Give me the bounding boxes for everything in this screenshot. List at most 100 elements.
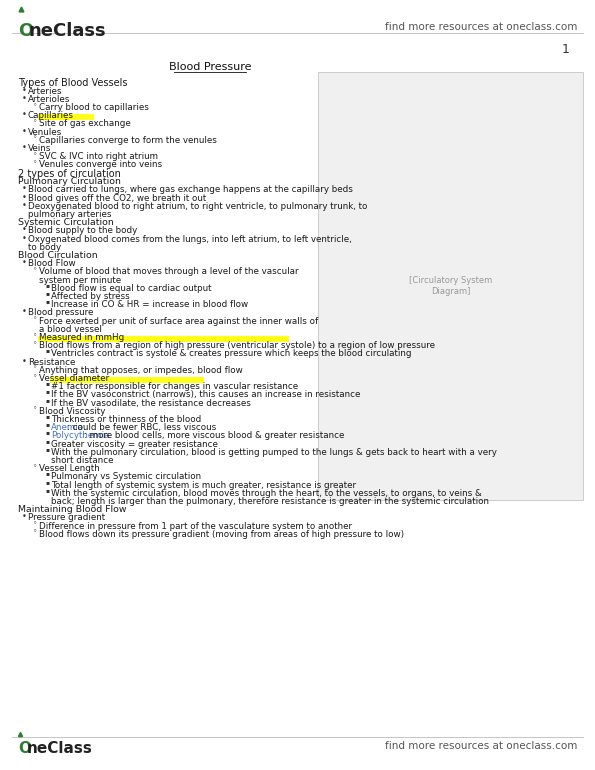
Text: ◦: ◦ <box>33 464 37 469</box>
Text: Venules: Venules <box>28 128 62 136</box>
Text: Total length of systemic system is much greater, resistance is greater: Total length of systemic system is much … <box>51 480 356 490</box>
Text: Resistance: Resistance <box>28 357 76 367</box>
Text: neClass: neClass <box>27 741 93 756</box>
Text: •: • <box>22 126 27 136</box>
Text: Thickness or thinness of the blood: Thickness or thinness of the blood <box>51 415 201 424</box>
Text: find more resources at oneclass.com: find more resources at oneclass.com <box>384 741 577 751</box>
Text: •: • <box>22 258 27 267</box>
Text: ▪: ▪ <box>45 348 49 353</box>
Text: Blood flows from a region of high pressure (ventricular systole) to a region of : Blood flows from a region of high pressu… <box>39 341 435 350</box>
Text: Blood flow is equal to cardiac output: Blood flow is equal to cardiac output <box>51 284 211 293</box>
Text: system per minute: system per minute <box>39 276 121 285</box>
Text: Measured in mmHg: Measured in mmHg <box>39 333 124 342</box>
FancyBboxPatch shape <box>318 72 583 500</box>
Text: Blood supply to the body: Blood supply to the body <box>28 226 137 236</box>
Text: to body: to body <box>28 243 61 252</box>
Text: •: • <box>22 233 27 243</box>
Text: ◦: ◦ <box>33 406 37 412</box>
Text: ▪: ▪ <box>45 390 49 394</box>
Text: ◦: ◦ <box>33 332 37 338</box>
Text: Ventricles contract is systole & creates pressure which keeps the blood circulat: Ventricles contract is systole & creates… <box>51 350 412 358</box>
Text: ▪: ▪ <box>45 430 49 435</box>
Text: ▪: ▪ <box>45 300 49 304</box>
Text: ◦: ◦ <box>33 266 37 273</box>
Text: find more resources at oneclass.com: find more resources at oneclass.com <box>384 22 577 32</box>
Text: ▪: ▪ <box>45 480 49 484</box>
Text: O: O <box>18 22 33 40</box>
Text: Anything that opposes, or impedes, blood flow: Anything that opposes, or impedes, blood… <box>39 366 243 375</box>
Text: ◦: ◦ <box>33 529 37 535</box>
Text: Capillaries: Capillaries <box>28 111 74 120</box>
Text: •: • <box>22 192 27 202</box>
Text: •: • <box>22 94 27 103</box>
Text: •: • <box>22 143 27 152</box>
Text: #1 factor responsible for changes in vascular resistance: #1 factor responsible for changes in vas… <box>51 382 298 391</box>
Text: ◦: ◦ <box>33 340 37 346</box>
Text: O: O <box>18 741 31 756</box>
FancyBboxPatch shape <box>38 114 94 120</box>
Text: •: • <box>22 185 27 193</box>
Text: pulmonary arteries: pulmonary arteries <box>28 210 111 219</box>
Text: Blood gives off the CO2, we breath it out: Blood gives off the CO2, we breath it ou… <box>28 193 206 203</box>
Text: : could be fewer RBC, less viscous: : could be fewer RBC, less viscous <box>67 424 217 432</box>
Text: ▪: ▪ <box>45 422 49 427</box>
Text: Arterioles: Arterioles <box>28 95 70 104</box>
Text: : more blood cells, more viscous blood & greater resistance: : more blood cells, more viscous blood &… <box>84 431 345 440</box>
Text: Capillaries converge to form the venules: Capillaries converge to form the venules <box>39 136 217 145</box>
Text: ◦: ◦ <box>33 135 37 141</box>
Text: Oxygenated blood comes from the lungs, into left atrium, to left ventricle,: Oxygenated blood comes from the lungs, i… <box>28 235 352 243</box>
Text: Pressure gradient: Pressure gradient <box>28 514 105 522</box>
Text: Types of Blood Vessels: Types of Blood Vessels <box>18 78 127 88</box>
Text: short distance: short distance <box>51 456 114 465</box>
Text: With the systemic circulation, blood moves through the heart, to the vessels, to: With the systemic circulation, blood mov… <box>51 489 482 498</box>
Text: neClass: neClass <box>29 22 107 40</box>
Text: Polycythemia: Polycythemia <box>51 431 109 440</box>
Text: Blood carried to lungs, where gas exchange happens at the capillary beds: Blood carried to lungs, where gas exchan… <box>28 186 353 194</box>
Text: Venules converge into veins: Venules converge into veins <box>39 160 162 169</box>
Text: •: • <box>22 85 27 95</box>
Text: Volume of blood that moves through a level of the vascular: Volume of blood that moves through a lev… <box>39 267 299 276</box>
Text: Deoxygenated blood to right atrium, to right ventricle, to pulmonary trunk, to: Deoxygenated blood to right atrium, to r… <box>28 202 367 211</box>
Text: ◦: ◦ <box>33 119 37 125</box>
Text: ▪: ▪ <box>45 471 49 477</box>
Text: ◦: ◦ <box>33 373 37 379</box>
Text: 1: 1 <box>562 43 570 56</box>
Text: Vessel diameter: Vessel diameter <box>39 374 109 383</box>
Text: •: • <box>22 512 27 521</box>
Text: Carry blood to capillaries: Carry blood to capillaries <box>39 103 149 112</box>
Text: ▪: ▪ <box>45 381 49 387</box>
Text: ▪: ▪ <box>45 397 49 403</box>
Text: Blood Viscosity: Blood Viscosity <box>39 407 105 416</box>
Text: •: • <box>22 357 27 366</box>
Text: With the pulmonary circulation, blood is getting pumped to the lungs & gets back: With the pulmonary circulation, blood is… <box>51 448 497 457</box>
Text: ▪: ▪ <box>45 447 49 452</box>
Text: ◦: ◦ <box>33 521 37 527</box>
Text: Affected by stress: Affected by stress <box>51 292 130 301</box>
Text: Anemia: Anemia <box>51 424 84 432</box>
Text: •: • <box>22 307 27 316</box>
Text: ▪: ▪ <box>45 283 49 288</box>
Text: If the BV vasodilate, the resistance decreases: If the BV vasodilate, the resistance dec… <box>51 399 251 407</box>
Text: Site of gas exchange: Site of gas exchange <box>39 119 131 129</box>
Text: ◦: ◦ <box>33 102 37 108</box>
Text: Blood flows down its pressure gradient (moving from areas of high pressure to lo: Blood flows down its pressure gradient (… <box>39 530 404 539</box>
Text: a blood vessel: a blood vessel <box>39 325 102 334</box>
Text: •: • <box>22 201 27 209</box>
Text: back; length is larger than the pulmonary, therefore resistance is greater in th: back; length is larger than the pulmonar… <box>51 497 489 506</box>
Text: ◦: ◦ <box>33 151 37 157</box>
Text: Maintaining Blood Flow: Maintaining Blood Flow <box>18 505 127 514</box>
Text: ▪: ▪ <box>45 488 49 493</box>
Text: Blood pressure: Blood pressure <box>28 309 93 317</box>
Text: Increase in CO & HR = increase in blood flow: Increase in CO & HR = increase in blood … <box>51 300 248 310</box>
Text: If the BV vasoconstrict (narrows), this causes an increase in resistance: If the BV vasoconstrict (narrows), this … <box>51 390 361 400</box>
Text: Vessel Length: Vessel Length <box>39 464 100 474</box>
Text: Blood Pressure: Blood Pressure <box>169 62 251 72</box>
FancyBboxPatch shape <box>50 377 203 383</box>
Text: ◦: ◦ <box>33 316 37 322</box>
Text: ▪: ▪ <box>45 291 49 296</box>
Text: Systemic Circulation: Systemic Circulation <box>18 218 114 227</box>
Text: SVC & IVC into right atrium: SVC & IVC into right atrium <box>39 152 158 161</box>
Text: Pulmonary vs Systemic circulation: Pulmonary vs Systemic circulation <box>51 473 201 481</box>
Text: Blood Circulation: Blood Circulation <box>18 251 98 260</box>
Text: [Circulatory System
Diagram]: [Circulatory System Diagram] <box>409 276 492 296</box>
